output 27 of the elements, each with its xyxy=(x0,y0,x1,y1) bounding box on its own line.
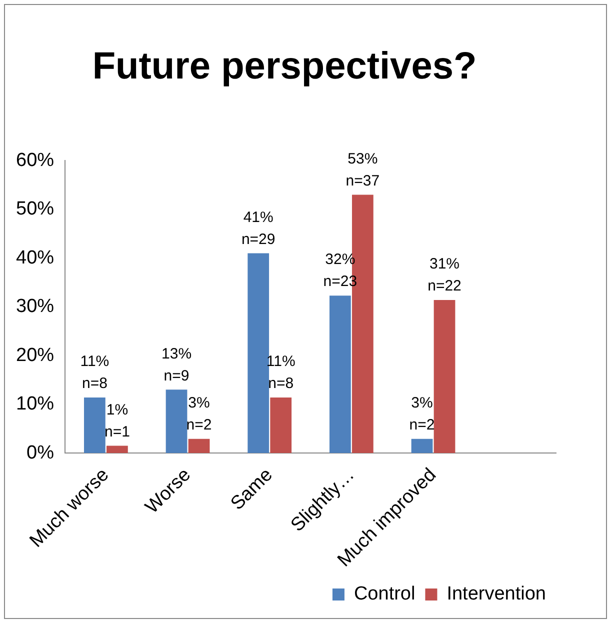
y-tick-label: 0% xyxy=(26,442,54,464)
bar xyxy=(411,438,433,454)
bar xyxy=(270,397,292,454)
data-label: 1% n=1 xyxy=(104,401,130,440)
bar xyxy=(329,296,351,454)
data-label: 53% n=37 xyxy=(346,150,380,190)
bar xyxy=(434,300,456,454)
y-tick-label: 50% xyxy=(16,198,54,220)
data-label: 31% n=22 xyxy=(428,256,462,295)
data-label: 3% n=2 xyxy=(409,394,435,434)
y-tick-label: 60% xyxy=(16,150,54,171)
bar xyxy=(248,253,270,454)
y-tick-label: 30% xyxy=(16,296,54,318)
bar xyxy=(188,438,210,454)
y-tick-label: 10% xyxy=(16,394,54,415)
bar xyxy=(166,390,188,454)
legend-label: Control xyxy=(354,584,416,605)
chart-title: Future perspectives? xyxy=(92,45,477,88)
bar xyxy=(106,446,128,454)
data-label: 11% n=8 xyxy=(80,353,110,392)
data-label: 3% n=2 xyxy=(186,394,212,434)
legend-label: Intervention xyxy=(446,584,546,605)
y-tick-label: 20% xyxy=(16,344,54,366)
data-label: 13% n=9 xyxy=(162,345,192,384)
y-tick-label: 40% xyxy=(16,247,54,268)
data-label: 41% n=29 xyxy=(241,208,276,248)
bar xyxy=(84,397,106,454)
